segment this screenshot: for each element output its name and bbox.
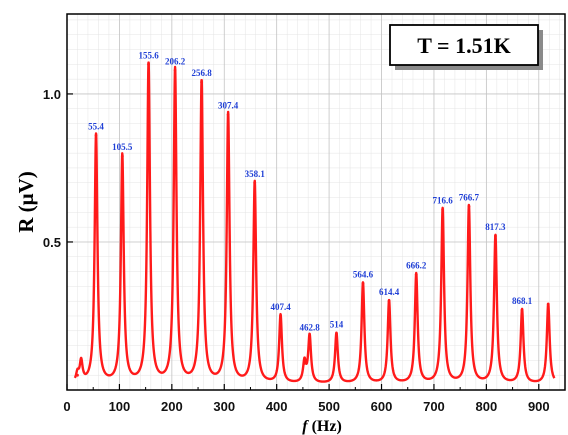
axis-frame	[66, 13, 566, 391]
x-tick-label: 100	[109, 399, 131, 414]
peak-label: 868.1	[512, 296, 533, 306]
peak-label: 564.6	[353, 269, 374, 279]
signal-line	[73, 61, 556, 383]
x-tick-label: 200	[161, 399, 183, 414]
peak-label: 766.7	[459, 192, 480, 202]
x-tick-label: 700	[423, 399, 445, 414]
peak-point	[173, 68, 177, 72]
peak-point	[226, 113, 230, 117]
x-tick-label: 900	[528, 399, 550, 414]
peak-point	[76, 373, 79, 377]
peak-label: 105.5	[112, 142, 133, 152]
peak-point	[441, 208, 445, 211]
peak-label: 256.8	[191, 68, 212, 78]
peak-label: 716.6	[433, 195, 454, 205]
x-tick-label: 300	[213, 399, 235, 414]
peak-point	[253, 181, 257, 185]
peak-label: 407.4	[270, 302, 291, 312]
peak-point	[520, 308, 524, 312]
y-axis-title: R (μV)	[14, 171, 38, 232]
annotation-text: T = 1.51K	[417, 33, 510, 58]
peak-point	[467, 205, 471, 208]
peak-point	[279, 314, 282, 318]
x-tick-label: 500	[318, 399, 340, 414]
peak-label: 666.2	[406, 261, 427, 271]
peak-point	[335, 332, 338, 336]
y-tick-label: 0.5	[43, 235, 61, 250]
peak-label: 817.3	[485, 222, 506, 232]
x-axis-title: f (Hz)	[302, 418, 342, 435]
peak-point	[94, 133, 98, 137]
peak-point	[361, 282, 365, 285]
peak-label: 55.4	[88, 121, 104, 131]
x-tick-label: 800	[476, 399, 498, 414]
peak-label: 358.1	[245, 169, 266, 179]
x-tick-label: 0	[63, 399, 70, 414]
peak-label: 462.8	[299, 323, 320, 333]
annotation-box	[389, 24, 539, 66]
x-tick-label: 400	[266, 399, 288, 414]
peak-point	[120, 154, 124, 158]
x-tick-label: 600	[371, 399, 393, 414]
peak-point	[79, 361, 83, 365]
peak-point	[308, 335, 312, 339]
peak-point	[303, 361, 306, 365]
peak-label: 614.4	[379, 287, 400, 297]
y-tick-label: 1.0	[43, 87, 61, 102]
peak-label: 206.2	[165, 56, 186, 66]
peak-point	[200, 80, 204, 84]
peak-point	[546, 302, 550, 306]
plot-area	[67, 14, 565, 390]
peak-point	[387, 299, 391, 303]
peak-point	[147, 62, 150, 66]
peak-label: 155.6	[138, 50, 159, 60]
peak-point	[414, 273, 418, 276]
peak-point	[494, 234, 497, 238]
peak-label: 514	[330, 320, 344, 330]
peak-label: 307.4	[218, 101, 239, 111]
